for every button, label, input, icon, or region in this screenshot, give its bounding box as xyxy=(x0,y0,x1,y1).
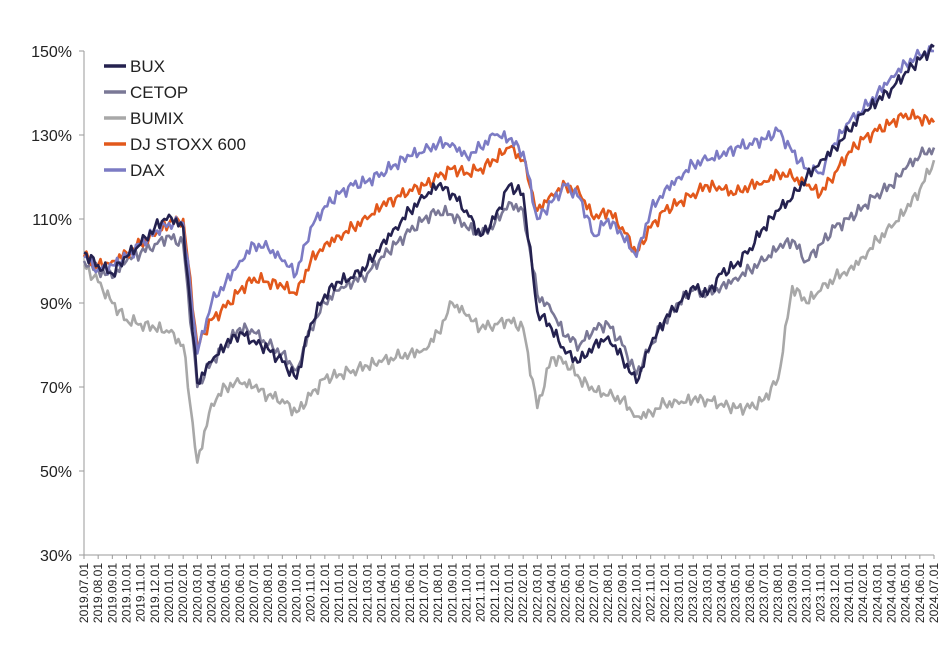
y-tick-label: 90% xyxy=(40,296,72,313)
x-tick-label: 2020.03.01 xyxy=(190,563,204,623)
series-line-dax xyxy=(83,45,935,355)
x-tick-label: 2020.02.01 xyxy=(176,563,190,623)
y-tick-label: 130% xyxy=(31,128,72,145)
x-tick-label: 2020.09.01 xyxy=(275,563,289,623)
x-tick-label: 2022.08.01 xyxy=(601,563,615,623)
legend: BUX CETOP BUMIX DJ STOXX 600 DAX xyxy=(104,57,246,180)
x-tick-label: 2019.07.01 xyxy=(77,563,91,623)
x-tick-label: 2019.11.01 xyxy=(134,563,148,622)
x-tick-label: 2021.11.01 xyxy=(474,563,488,622)
y-tick-label: 150% xyxy=(31,44,72,61)
x-tick-label: 2020.05.01 xyxy=(219,563,233,623)
x-tick-label: 2019.08.01 xyxy=(91,563,105,623)
x-tick-label: 2020.12.01 xyxy=(318,563,332,623)
x-tick-label: 2020.10.01 xyxy=(290,563,304,623)
x-tick-label: 2019.10.01 xyxy=(120,563,134,623)
x-tick-label: 2021.12.01 xyxy=(488,563,502,623)
x-tick-label: 2023.01.01 xyxy=(672,563,686,623)
x-tick-label: 2023.08.01 xyxy=(771,563,785,623)
x-tick-label: 2022.01.01 xyxy=(502,563,516,623)
legend-label: CETOP xyxy=(130,83,188,102)
x-tick-label: 2020.07.01 xyxy=(247,563,261,623)
x-tick-label: 2019.09.01 xyxy=(105,563,119,623)
x-tick-label: 2021.02.01 xyxy=(346,563,360,623)
x-tick-label: 2023.04.01 xyxy=(715,563,729,623)
x-tick-label: 2023.06.01 xyxy=(743,563,757,623)
x-tick-label: 2022.09.01 xyxy=(615,563,629,623)
x-tick-label: 2021.03.01 xyxy=(360,563,374,623)
legend-label: DJ STOXX 600 xyxy=(130,135,246,154)
x-tick-label: 2021.05.01 xyxy=(389,563,403,623)
x-axis: 2019.07.01 2019.08.01 2019.09.01 2019.10.01… xyxy=(77,554,941,623)
x-tick-label: 2022.12.01 xyxy=(658,563,672,623)
series-line-bux xyxy=(83,43,935,385)
x-tick-label: 2021.07.01 xyxy=(417,563,431,623)
x-tick-label: 2022.04.01 xyxy=(545,563,559,623)
x-tick-label: 2023.09.01 xyxy=(785,563,799,623)
x-tick-label: 2024.04.01 xyxy=(885,563,899,623)
y-tick-label: 30% xyxy=(40,548,72,565)
x-tick-label: 2021.01.01 xyxy=(332,563,346,623)
x-tick-label: 2020.08.01 xyxy=(261,563,275,623)
x-tick-label: 2020.04.01 xyxy=(205,563,219,623)
x-tick-label: 2023.12.01 xyxy=(828,563,842,623)
legend-label: BUX xyxy=(130,57,165,76)
x-tick-label: 2021.09.01 xyxy=(445,563,459,623)
x-tick-label: 2022.07.01 xyxy=(587,563,601,623)
x-tick-label: 2023.02.01 xyxy=(686,563,700,623)
x-tick-label: 2023.07.01 xyxy=(757,563,771,623)
y-tick-label: 50% xyxy=(40,464,72,481)
x-tick-label: 2024.07.01 xyxy=(927,563,941,623)
series-line-bumix xyxy=(82,159,936,464)
x-tick-label: 2023.11.01 xyxy=(814,563,828,622)
x-tick-label: 2023.03.01 xyxy=(700,563,714,623)
legend-label: DAX xyxy=(130,161,165,180)
x-tick-label: 2021.04.01 xyxy=(375,563,389,623)
x-tick-label: 2020.01.01 xyxy=(162,563,176,623)
x-tick-label: 2022.05.01 xyxy=(559,563,573,623)
x-tick-label: 2022.11.01 xyxy=(644,563,658,622)
series-line-dj-stoxx-600 xyxy=(82,108,936,347)
x-tick-label: 2021.10.01 xyxy=(460,563,474,623)
x-tick-label: 2024.05.01 xyxy=(899,563,913,623)
x-tick-label: 2024.01.01 xyxy=(842,563,856,623)
x-tick-label: 2024.03.01 xyxy=(870,563,884,623)
y-tick-label: 110% xyxy=(32,212,72,229)
x-tick-label: 2021.08.01 xyxy=(431,563,445,623)
x-tick-label: 2021.06.01 xyxy=(403,563,417,623)
x-tick-label: 2023.05.01 xyxy=(729,563,743,623)
x-tick-label: 2020.11.01 xyxy=(304,563,318,622)
x-tick-label: 2024.02.01 xyxy=(856,563,870,623)
x-tick-label: 2023.10.01 xyxy=(800,563,814,623)
x-tick-label: 2024.06.01 xyxy=(913,563,927,623)
y-axis: 30% 50% 70% 90% 110% 130% 150% xyxy=(31,44,85,565)
legend-label: BUMIX xyxy=(130,109,184,128)
x-tick-label: 2022.03.01 xyxy=(530,563,544,623)
x-tick-label: 2022.06.01 xyxy=(573,563,587,623)
x-tick-label: 2019.12.01 xyxy=(148,563,162,623)
y-tick-label: 70% xyxy=(40,380,72,397)
x-tick-label: 2020.06.01 xyxy=(233,563,247,623)
x-tick-label: 2022.02.01 xyxy=(516,563,530,623)
series-layer xyxy=(82,43,936,464)
x-tick-label: 2022.10.01 xyxy=(630,563,644,623)
